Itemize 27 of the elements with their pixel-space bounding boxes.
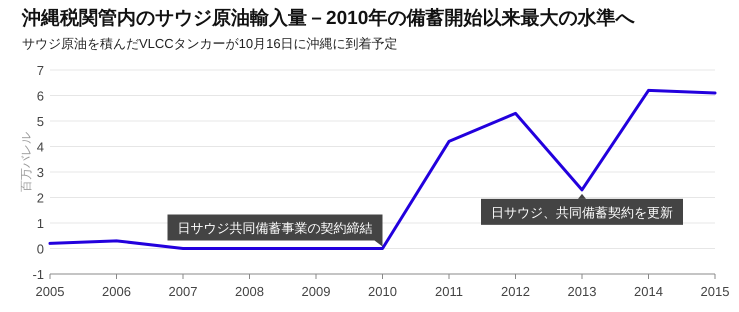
x-tick-label: 2015 bbox=[700, 284, 730, 299]
annotation: 日サウジ、共同備蓄契約を更新 bbox=[491, 204, 673, 220]
y-tick-label: 1 bbox=[36, 216, 44, 231]
chart-title: 沖縄税関管内のサウジ原油輸入量－2010年の備蓄開始以来最大の水準へ bbox=[21, 7, 636, 29]
annotation: 日サウジ共同備蓄事業の契約締結 bbox=[168, 214, 382, 246]
x-tick-label: 2009 bbox=[302, 284, 330, 299]
y-tick-label: 2 bbox=[36, 190, 44, 206]
x-tick-label: 2006 bbox=[102, 284, 131, 299]
x-tick-label: 2014 bbox=[634, 284, 663, 299]
y-tick-label: 5 bbox=[36, 114, 44, 129]
x-tick-label: 2010 bbox=[368, 284, 397, 299]
y-tick-label: 6 bbox=[36, 88, 44, 104]
y-axis-title: 百万バレル bbox=[19, 132, 33, 192]
x-tick-label: 2012 bbox=[501, 284, 530, 299]
x-tick-label: 2013 bbox=[568, 284, 596, 299]
y-tick-label: -1 bbox=[32, 267, 44, 282]
y-tick-label: 3 bbox=[36, 165, 44, 180]
y-tick-label: 4 bbox=[36, 140, 44, 154]
x-tick-label: 2008 bbox=[235, 284, 264, 299]
annotation: 日サウジ共同備蓄事業の契約締結 bbox=[178, 220, 372, 236]
annotation: 日サウジ、共同備蓄契約を更新 bbox=[481, 194, 683, 225]
x-tick-label: 2007 bbox=[168, 284, 198, 299]
x-tick-label: 2011 bbox=[435, 284, 463, 299]
y-tick-label: 7 bbox=[36, 63, 44, 78]
chart-subtitle: サウジ原油を積んだVLCCタンカーが10月16日に沖縄に到着予定 bbox=[22, 36, 398, 51]
y-tick-label: 0 bbox=[36, 242, 44, 256]
x-tick-label: 2005 bbox=[36, 284, 64, 299]
